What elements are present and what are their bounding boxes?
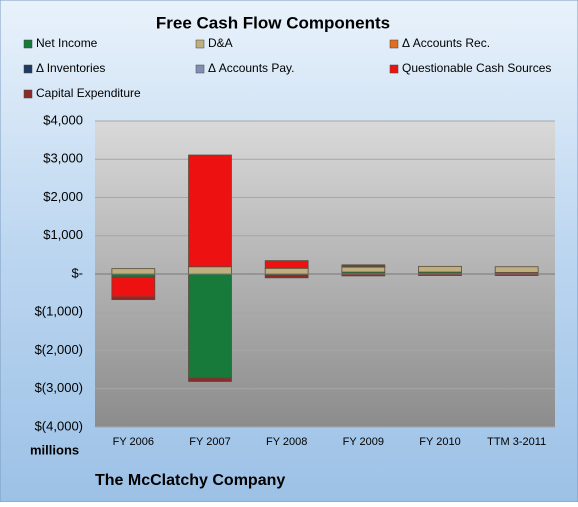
bar-segment (111, 268, 156, 275)
y-tick-label: $(4,000) (35, 418, 83, 433)
y-tick-label: $1,000 (43, 227, 83, 242)
footer: The McClatchy Company (95, 472, 285, 489)
bar-segment (188, 266, 232, 275)
bar-segment (494, 266, 539, 273)
bar-segment (341, 266, 386, 273)
y-tick-label: $- (71, 265, 83, 280)
legend-label: D&A (208, 36, 233, 50)
legend-marker (195, 39, 205, 49)
bar-segment (264, 260, 309, 269)
legend-marker (23, 89, 33, 99)
bar-segment (188, 273, 232, 379)
bar-segment (188, 377, 232, 382)
legend-label: Capital Expenditure (36, 86, 141, 100)
legend-marker (389, 64, 399, 74)
x-tick-label: TTM 3-2011 (487, 436, 546, 448)
bar-segment (188, 154, 232, 268)
legend-marker (23, 39, 33, 49)
legend-label: Questionable Cash Sources (402, 61, 551, 75)
legend-marker (389, 39, 399, 49)
y-tick-label: $2,000 (43, 189, 83, 204)
bar-segment (264, 274, 309, 279)
legend-label: Net Income (36, 36, 98, 50)
bar-segment (264, 267, 309, 275)
x-tick-label: FY 2010 (419, 436, 460, 448)
x-tick-label: FY 2007 (189, 436, 230, 448)
y-tick-label: $3,000 (43, 151, 83, 166)
x-tick-label: FY 2006 (113, 436, 154, 448)
legend-label: Δ Accounts Rec. (402, 36, 490, 50)
y-tick-label: $4,000 (43, 112, 83, 127)
bar-segment (418, 265, 462, 273)
legend-label: Δ Inventories (36, 61, 105, 75)
y-tick-label: $(2,000) (35, 342, 83, 357)
legend-marker (195, 64, 205, 74)
y-tick-label: $(3,000) (35, 380, 83, 395)
x-tick-label: FY 2009 (343, 436, 384, 448)
bar-segment (111, 296, 156, 301)
legend-label: Δ Accounts Pay. (208, 61, 295, 75)
bar-segment (111, 276, 156, 298)
x-tick-label: FY 2008 (266, 436, 307, 448)
y-axis-label: millions (30, 442, 79, 457)
legend-marker (23, 64, 33, 74)
chart-title: Free Cash Flow Components (156, 13, 390, 32)
y-tick-label: $(1,000) (35, 304, 83, 319)
bar-segment (341, 264, 386, 267)
